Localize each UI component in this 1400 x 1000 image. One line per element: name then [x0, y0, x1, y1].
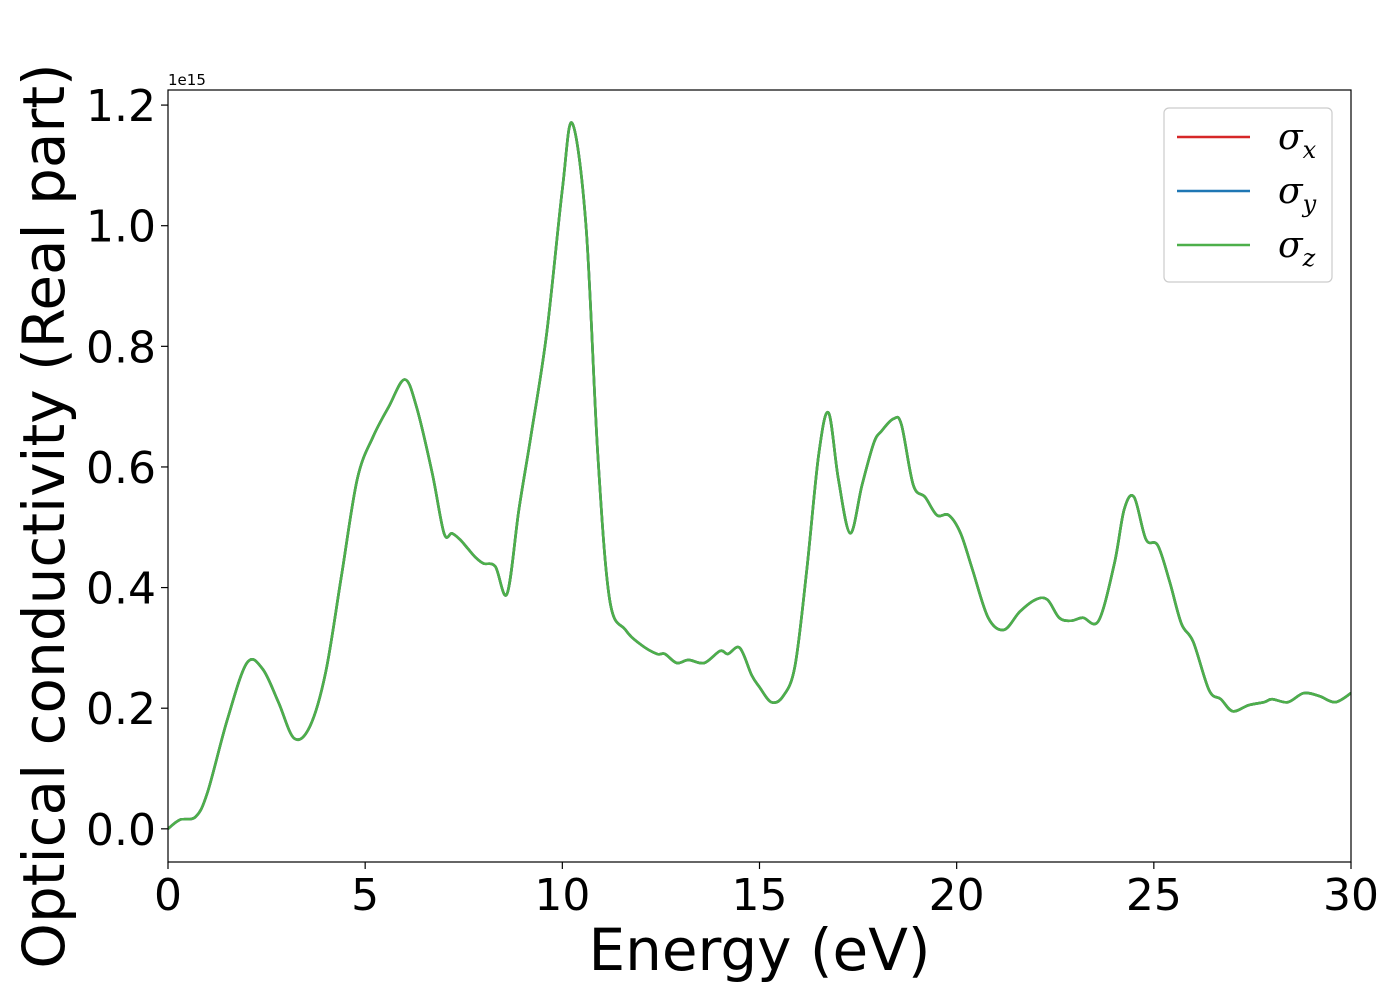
y-tick-label: 0.0 [86, 805, 156, 856]
y-tick-label: 1.0 [86, 202, 156, 253]
legend-box [1163, 107, 1333, 283]
legend-label-sigma-z: σz [1278, 225, 1316, 272]
x-tick-label: 25 [1126, 870, 1182, 921]
legend: σx σy σz [1163, 107, 1333, 283]
plot-lines [168, 121, 1351, 830]
x-tick-label: 0 [154, 870, 182, 921]
y-tick-label: 0.8 [86, 322, 156, 373]
y-tick-label: 0.4 [86, 564, 156, 615]
legend-label-sigma-y: σy [1278, 171, 1317, 218]
x-axis-ticks: 0 5 10 15 20 25 30 [154, 862, 1379, 921]
x-tick-label: 10 [534, 870, 590, 921]
y-axis-ticks: 0.0 0.2 0.4 0.6 0.8 1.0 1.2 [86, 81, 168, 856]
y-tick-label: 1.2 [86, 81, 156, 132]
y-tick-label: 0.2 [86, 684, 156, 735]
y-tick-label: 0.6 [86, 443, 156, 494]
series-line-sigma-z [168, 121, 1351, 830]
y-axis-offset-text: 1e15 [168, 71, 206, 89]
legend-label-sigma-x: σx [1278, 117, 1317, 164]
x-tick-label: 30 [1323, 870, 1379, 921]
x-tick-label: 5 [351, 870, 379, 921]
x-tick-label: 15 [732, 870, 788, 921]
y-axis-title: Optical conductivity (Real part) [10, 63, 78, 968]
x-tick-label: 20 [929, 870, 985, 921]
x-axis-title: Energy (eV) [588, 916, 930, 984]
